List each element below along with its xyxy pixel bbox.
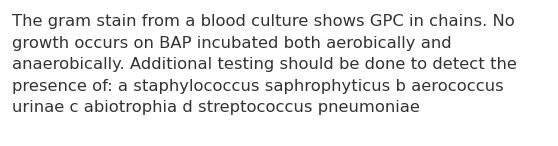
Text: The gram stain from a blood culture shows GPC in chains. No
growth occurs on BAP: The gram stain from a blood culture show… xyxy=(12,14,517,115)
